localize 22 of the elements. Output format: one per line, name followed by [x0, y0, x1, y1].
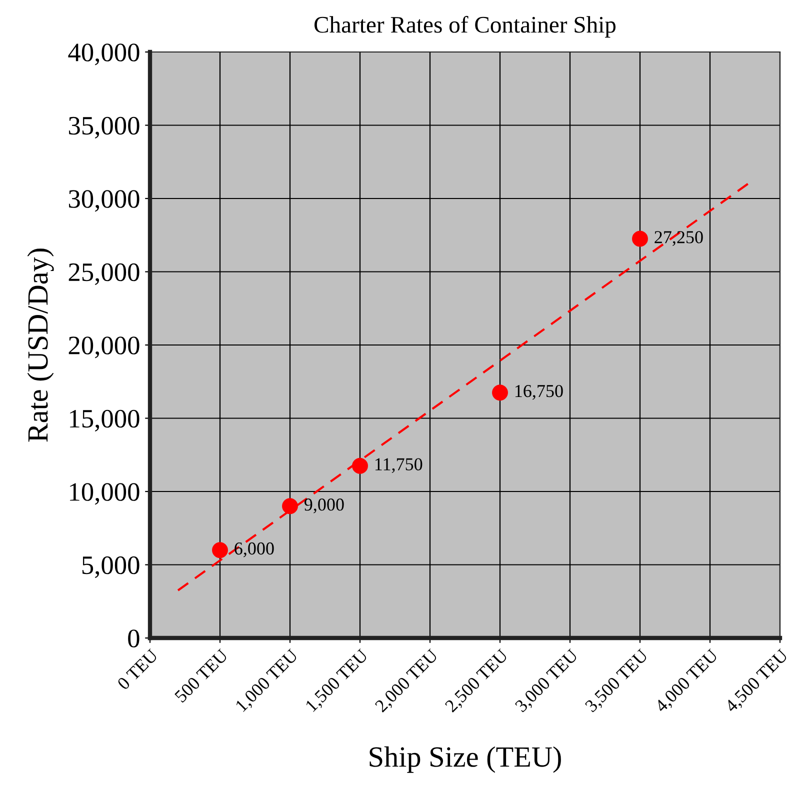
- point: [212, 542, 228, 558]
- data-label: 11,750: [375, 458, 422, 473]
- point: [632, 230, 648, 247]
- data-label: 9,000: [304, 498, 344, 514]
- y-tick-label: 25,000: [68, 263, 140, 285]
- y-tick-label: 0: [128, 630, 140, 648]
- data-label: 27,250: [654, 231, 703, 246]
- y-tick-label: 30,000: [68, 190, 140, 212]
- y-tick-label: 15,000: [70, 410, 140, 432]
- point: [492, 384, 508, 401]
- y-axis-title: Rate (USD/Day): [27, 248, 54, 442]
- chart-title: Charter Rates of Container Ship: [314, 16, 616, 38]
- y-tick-label: 40,000: [68, 44, 140, 66]
- x-axis-title: Ship Size (TEU): [370, 746, 561, 773]
- y-tick-label: 35,000: [68, 116, 140, 138]
- point: [352, 458, 368, 474]
- y-tick-label: 10,000: [70, 483, 140, 505]
- point: [282, 498, 298, 514]
- data-label: 16,750: [515, 384, 563, 400]
- y-tick-label: 5,000: [82, 556, 140, 578]
- y-tick-label: 20,000: [68, 336, 140, 358]
- data-label: 6,000: [234, 542, 274, 558]
